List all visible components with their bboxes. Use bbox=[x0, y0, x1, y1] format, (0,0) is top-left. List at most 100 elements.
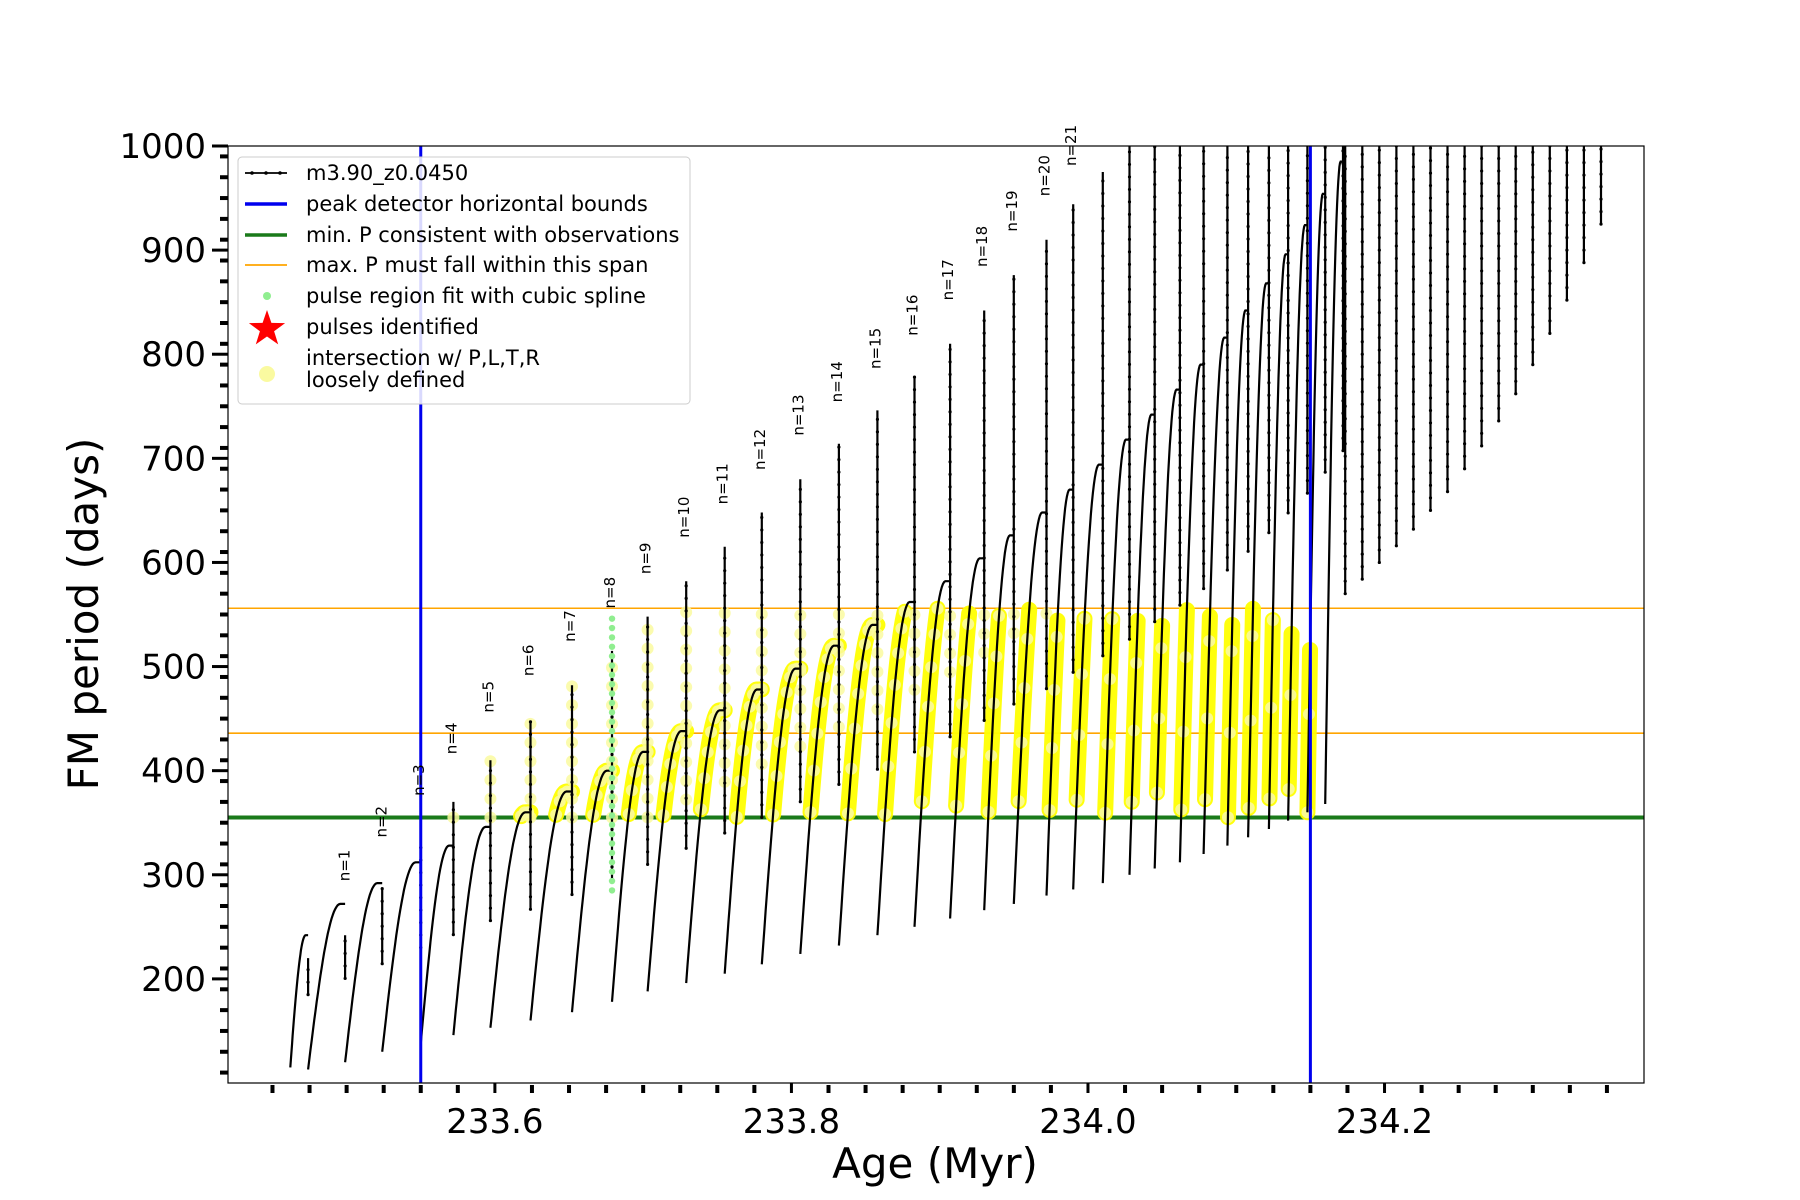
series-point bbox=[1178, 416, 1182, 420]
series-point bbox=[948, 522, 952, 526]
legend-entry-2: peak detector horizontal bounds bbox=[245, 192, 648, 216]
series-point bbox=[1202, 187, 1206, 191]
series-point bbox=[1462, 342, 1467, 346]
pulse-spike-1 bbox=[306, 968, 310, 997]
series-point bbox=[1480, 356, 1484, 360]
series-point bbox=[1445, 240, 1450, 244]
series-point bbox=[1411, 427, 1416, 431]
series-point bbox=[1012, 677, 1016, 681]
series-point bbox=[1514, 292, 1518, 296]
series-point bbox=[1428, 471, 1433, 475]
series-point bbox=[1343, 242, 1347, 246]
series-point bbox=[1153, 345, 1157, 349]
series-point bbox=[1377, 423, 1381, 427]
series-point bbox=[1377, 248, 1381, 252]
series-point bbox=[1428, 221, 1433, 225]
series-point bbox=[380, 962, 384, 966]
series-point bbox=[684, 659, 688, 663]
series-point bbox=[1127, 262, 1132, 266]
series-point bbox=[948, 347, 952, 352]
series-point bbox=[1428, 171, 1433, 175]
series-point bbox=[1428, 271, 1433, 275]
series-point bbox=[1565, 261, 1569, 265]
series-point bbox=[1360, 402, 1364, 406]
series-point bbox=[1225, 231, 1229, 235]
series-point bbox=[948, 485, 952, 489]
series-point bbox=[1286, 186, 1290, 190]
series-point bbox=[1101, 441, 1105, 445]
series-point bbox=[1428, 346, 1433, 350]
series-point bbox=[1202, 586, 1206, 591]
series-point bbox=[912, 575, 917, 579]
series-point bbox=[1514, 167, 1518, 171]
spline-point bbox=[608, 765, 616, 772]
series-point bbox=[798, 600, 802, 604]
series-point bbox=[1548, 219, 1552, 223]
series-point bbox=[912, 725, 917, 729]
late-spike-11 bbox=[1514, 154, 1518, 396]
series-point bbox=[1101, 216, 1105, 221]
series-point bbox=[723, 681, 727, 685]
series-point bbox=[1178, 216, 1182, 220]
series-point bbox=[1323, 383, 1327, 387]
series-point bbox=[1360, 265, 1364, 269]
series-point bbox=[1411, 315, 1416, 319]
series-point bbox=[1360, 227, 1364, 231]
series-point bbox=[948, 672, 952, 676]
series-point bbox=[1012, 627, 1016, 631]
series-point bbox=[1411, 465, 1416, 469]
series-point bbox=[1531, 338, 1535, 342]
series-point bbox=[1360, 165, 1364, 169]
pulse-spike-19 bbox=[982, 318, 986, 722]
legend-entry-3: min. P consistent with observations bbox=[245, 223, 679, 247]
series-point bbox=[1071, 633, 1075, 637]
series-point bbox=[1377, 161, 1381, 165]
series-point bbox=[982, 393, 986, 398]
series-point bbox=[798, 500, 802, 504]
series-point bbox=[1153, 557, 1157, 561]
pulse-label-n=13: n=13 bbox=[789, 395, 807, 436]
series-point bbox=[1480, 281, 1484, 286]
series-point bbox=[528, 832, 533, 836]
series-point bbox=[1548, 194, 1552, 198]
series-point bbox=[684, 646, 688, 650]
series-point bbox=[1565, 298, 1569, 302]
series-point bbox=[875, 455, 880, 459]
series-point bbox=[798, 662, 802, 666]
series-point bbox=[528, 757, 533, 761]
series-point bbox=[684, 796, 688, 800]
series-point bbox=[1428, 183, 1433, 188]
series-point bbox=[1267, 368, 1271, 372]
series-point bbox=[1394, 344, 1398, 348]
series-point bbox=[1044, 299, 1049, 303]
series-point bbox=[912, 550, 917, 554]
series-point bbox=[1178, 353, 1182, 357]
series-point bbox=[912, 512, 917, 517]
series-point bbox=[684, 784, 688, 788]
series-point bbox=[1267, 156, 1271, 160]
series-point bbox=[1497, 319, 1501, 323]
series-point bbox=[1394, 331, 1398, 335]
pulse-label-n=19: n=19 bbox=[1003, 190, 1021, 231]
series-point bbox=[1101, 654, 1105, 658]
series-point bbox=[1565, 223, 1569, 227]
series-point bbox=[1071, 420, 1075, 425]
series-point bbox=[1582, 161, 1586, 165]
series-point bbox=[1582, 211, 1586, 215]
series-point bbox=[1462, 254, 1467, 258]
series-point bbox=[1428, 458, 1433, 463]
series-point bbox=[1246, 237, 1250, 241]
series-point bbox=[1044, 537, 1049, 541]
series-point bbox=[723, 581, 727, 585]
legend-entry-4: max. P must fall within this span bbox=[245, 253, 648, 277]
series-point bbox=[1012, 639, 1016, 644]
series-point bbox=[528, 782, 533, 786]
late-spike-15 bbox=[1582, 148, 1586, 265]
series-point bbox=[1071, 258, 1075, 262]
series-point bbox=[1462, 279, 1467, 283]
series-point bbox=[1462, 417, 1467, 421]
series-point bbox=[1497, 406, 1501, 410]
series-point bbox=[912, 750, 917, 754]
series-point bbox=[1044, 587, 1049, 591]
series-point bbox=[684, 721, 688, 725]
